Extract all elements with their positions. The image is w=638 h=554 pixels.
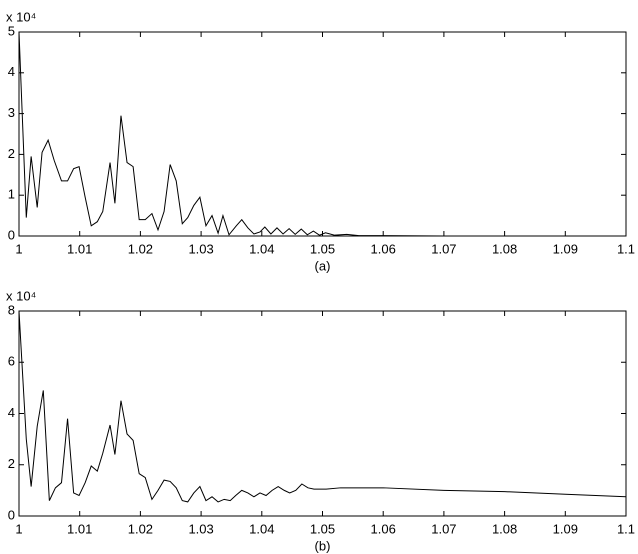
x-tick-label: 1 — [15, 241, 22, 256]
x-tick-label: 1.04 — [249, 521, 274, 536]
x-tick-label: 1 — [15, 521, 22, 536]
y-tick-label: 0 — [8, 507, 15, 522]
x-tick-label: 1.03 — [188, 521, 213, 536]
y-tick-label: 4 — [8, 405, 15, 420]
y-tick-label: 1 — [8, 187, 15, 202]
axis-multiplier: x 10⁴ — [6, 288, 36, 303]
y-tick-label: 4 — [8, 64, 15, 79]
x-tick-label: 1.02 — [128, 521, 153, 536]
x-tick-label: 1.07 — [431, 521, 456, 536]
y-tick-label: 2 — [8, 456, 15, 471]
x-tick-label: 1.1 — [617, 241, 635, 256]
y-tick-label: 8 — [8, 302, 15, 317]
y-tick-label: 2 — [8, 146, 15, 161]
plot-frame — [18, 31, 627, 237]
caption: (b) — [315, 538, 331, 553]
y-tick-label: 3 — [8, 105, 15, 120]
y-tick-label: 6 — [8, 354, 15, 369]
x-tick-label: 1.07 — [431, 241, 456, 256]
x-tick-label: 1.08 — [492, 521, 517, 536]
x-tick-label: 1.01 — [67, 241, 92, 256]
plot-frame — [18, 310, 627, 517]
x-tick-label: 1.05 — [310, 241, 335, 256]
x-tick-label: 1.04 — [249, 241, 274, 256]
x-tick-label: 1.09 — [553, 521, 578, 536]
line — [18, 310, 627, 503]
caption: (a) — [315, 258, 331, 273]
x-tick-label: 1.03 — [188, 241, 213, 256]
x-tick-label: 1.06 — [371, 521, 396, 536]
axis-multiplier: x 10⁴ — [6, 9, 36, 24]
x-tick-label: 1.01 — [67, 521, 92, 536]
x-tick-label: 1.09 — [553, 241, 578, 256]
x-tick-label: 1.05 — [310, 521, 335, 536]
x-tick-label: 1.1 — [617, 521, 635, 536]
x-tick-label: 1.02 — [128, 241, 153, 256]
y-tick-label: 0 — [8, 227, 15, 242]
x-tick-label: 1.08 — [492, 241, 517, 256]
x-tick-label: 1.06 — [371, 241, 396, 256]
y-tick-label: 5 — [8, 23, 15, 38]
line — [18, 31, 626, 237]
